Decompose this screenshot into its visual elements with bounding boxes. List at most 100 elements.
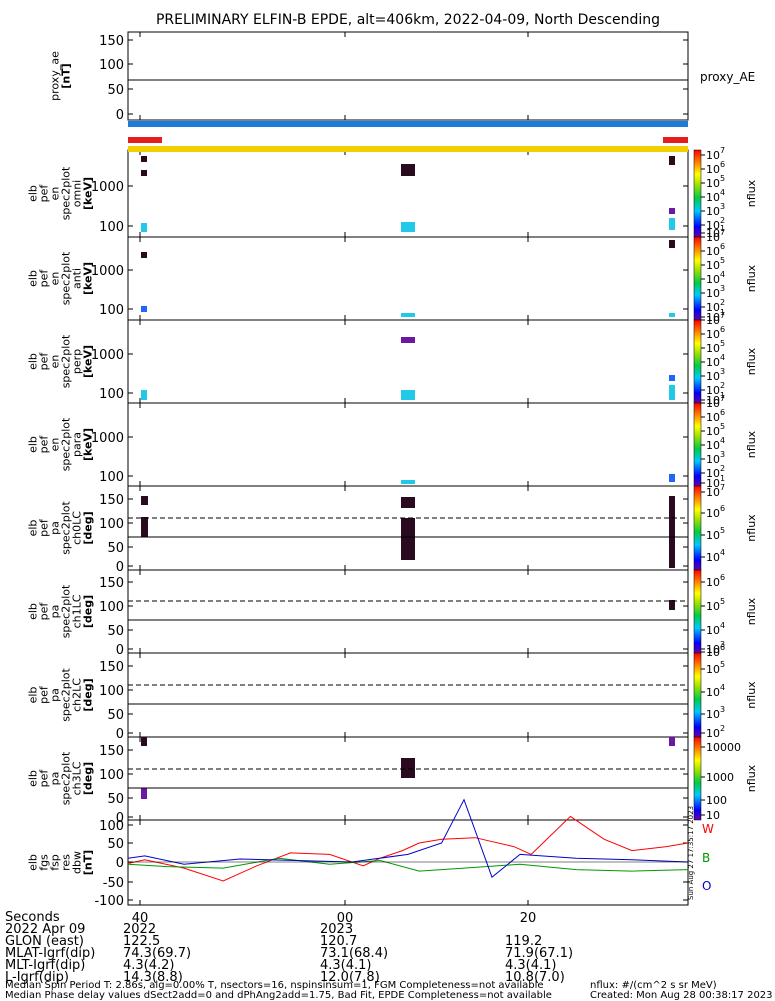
colorbar-label: nflux bbox=[745, 764, 758, 792]
colorbar-tick-exponent: 5 bbox=[720, 660, 725, 669]
flux-block bbox=[401, 480, 415, 484]
panel-frame bbox=[127, 31, 689, 121]
colorbar-tick-label: 10 bbox=[706, 411, 720, 424]
series-w bbox=[127, 815, 689, 882]
panel-frame bbox=[127, 569, 689, 654]
colorbar-tick-exponent: 6 bbox=[720, 242, 725, 251]
flux-block bbox=[401, 518, 415, 560]
footer-row-value: 120.7 bbox=[320, 934, 358, 949]
flux-block bbox=[141, 170, 147, 176]
colorbar-tick-exponent: 4 bbox=[720, 353, 725, 362]
y-label-line: pef bbox=[38, 602, 51, 621]
panel-proxy_ae: 150 100 50 0 proxy_ae[nT] bbox=[49, 31, 689, 123]
flux-block bbox=[141, 496, 148, 505]
colorbar-tick-label: 10 bbox=[706, 467, 720, 480]
flux-block bbox=[669, 208, 675, 214]
y-label-line: pef bbox=[38, 435, 51, 454]
y-tick-label: 50 bbox=[107, 792, 124, 807]
colorbar-label: nflux bbox=[745, 347, 758, 375]
colorbar-label: nflux bbox=[745, 264, 758, 292]
panel-frame bbox=[127, 736, 689, 821]
colorbar-tick-exponent: 2 bbox=[720, 298, 725, 307]
colorbar-tick-exponent: 7 bbox=[720, 146, 725, 155]
y-label-line: elb bbox=[27, 353, 40, 370]
colorbar-tick-label: 10 bbox=[706, 245, 720, 258]
colorbar bbox=[693, 402, 702, 487]
flux-block bbox=[141, 252, 147, 258]
colorbar bbox=[693, 236, 702, 321]
colorbar-tick-exponent: 3 bbox=[720, 202, 725, 211]
colorbar-tick-exponent: 5 bbox=[720, 256, 725, 265]
flux-block bbox=[669, 218, 675, 230]
y-tick-label: 150 bbox=[99, 744, 124, 759]
plot-timestamp: Sun Aug 27 17:35:17 2023 bbox=[687, 806, 695, 900]
colorbar-tick-exponent: 3 bbox=[720, 284, 725, 293]
footer-row-value: 4.3(4.1) bbox=[505, 958, 557, 973]
y-label-line: elb bbox=[27, 185, 40, 202]
status-bar-yellow bbox=[128, 146, 688, 152]
flux-block bbox=[401, 758, 415, 778]
colorbar-tick-label: 10 bbox=[706, 600, 720, 613]
footer-row-value: 10.8(7.0) bbox=[505, 970, 565, 985]
y-label-line: omni bbox=[71, 180, 84, 207]
y-tick-label: 100 bbox=[99, 58, 124, 73]
data-marks: proxy_AE W BO bbox=[127, 70, 755, 893]
colorbar-label: nflux bbox=[745, 514, 758, 542]
y-label-line: [deg] bbox=[82, 595, 95, 628]
flux-block bbox=[141, 788, 147, 799]
y-label-line: perp bbox=[71, 349, 84, 374]
flux-block bbox=[141, 737, 147, 746]
y-label-line: [deg] bbox=[82, 678, 95, 711]
y-tick-label: 50 bbox=[107, 83, 124, 98]
colorbar-tick-exponent: 1 bbox=[720, 391, 725, 400]
colorbar-tick-exponent: 4 bbox=[720, 683, 725, 692]
y-label-line: dbw bbox=[71, 851, 84, 874]
y-label-line: anti bbox=[71, 268, 84, 289]
legend-w: W bbox=[702, 822, 714, 836]
colorbar-tick-exponent: 4 bbox=[720, 621, 725, 630]
y-label-line: fgs bbox=[38, 854, 51, 871]
y-label-line: elb bbox=[27, 770, 40, 787]
flux-block bbox=[669, 474, 675, 482]
colorbar-tick-label: 10 bbox=[706, 177, 720, 190]
y-label-line: [nT] bbox=[82, 850, 95, 875]
y-label-line: spec2plot bbox=[60, 668, 73, 722]
y-label-line: [keV] bbox=[82, 428, 95, 461]
y-label-line: en bbox=[49, 438, 62, 452]
y-tick-label: 50 bbox=[107, 837, 124, 852]
colorbar-tick-label: 10 bbox=[706, 191, 720, 204]
colorbar-tick-exponent: 5 bbox=[720, 526, 725, 535]
y-tick-label: 100 bbox=[99, 387, 124, 402]
y-label-line: para bbox=[71, 432, 84, 457]
flux-block bbox=[141, 390, 147, 400]
colorbar-tick-label: 10 bbox=[706, 425, 720, 438]
colorbar-tick-exponent: 2 bbox=[720, 464, 725, 473]
y-label-line: res bbox=[60, 854, 73, 871]
colorbar-tick-exponent: 1 bbox=[720, 224, 725, 233]
y-label-line: spec2plot bbox=[60, 751, 73, 805]
y-tick-label: 100 bbox=[99, 220, 124, 235]
footer-units: nflux: #/(cm^2 s sr MeV) bbox=[590, 980, 717, 991]
y-label-line: spec2plot bbox=[60, 584, 73, 638]
y-tick-label: 0 bbox=[116, 856, 124, 871]
flux-block bbox=[401, 222, 415, 232]
x-tick-label: 00 bbox=[337, 911, 354, 926]
colorbar-tick-label: 10 bbox=[706, 809, 720, 822]
colorbar-tick-label: 10 bbox=[706, 727, 720, 740]
colorbar-tick-label: 10 bbox=[706, 356, 720, 369]
colorbar-label: nflux bbox=[745, 681, 758, 709]
colorbar-tick-label: 10 bbox=[706, 259, 720, 272]
colorbar-tick-label: 10 bbox=[706, 397, 720, 410]
colorbar bbox=[693, 149, 702, 238]
y-label-line: elb bbox=[27, 270, 40, 287]
y-label-line: spec2plot bbox=[60, 334, 73, 388]
y-label-line: fsp bbox=[49, 854, 62, 871]
chart-title: PRELIMINARY ELFIN-B EPDE, alt=406km, 202… bbox=[156, 12, 660, 28]
series-b bbox=[127, 857, 689, 872]
status-bar-red bbox=[663, 137, 688, 143]
colorbar-tick-label: 10 bbox=[706, 227, 720, 240]
